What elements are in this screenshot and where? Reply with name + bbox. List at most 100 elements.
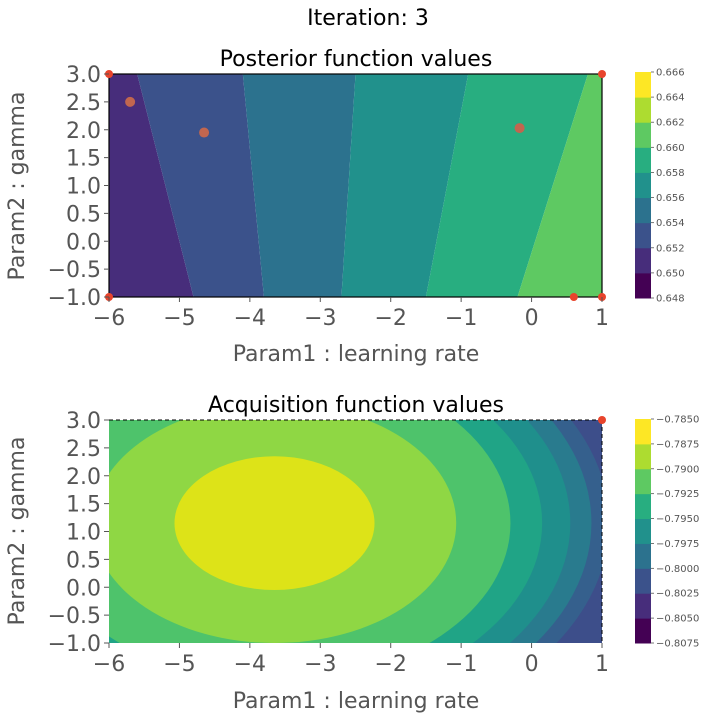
posterior-colorbar-swatch (635, 222, 651, 249)
posterior-panel: Posterior function values −6 −5 −4 −3 −2 −1 0 1… (5, 47, 685, 367)
acquisition-colorbar-tick-label: −0.7875 (656, 439, 699, 450)
acquisition-x-tick-label: −2 (374, 652, 406, 677)
acquisition-colorbar-swatch (635, 493, 651, 520)
acquisition-title: Acquisition function values (208, 393, 504, 418)
posterior-x-tick-label: −2 (374, 306, 406, 331)
posterior-colorbar-swatch (635, 72, 651, 98)
acquisition-colorbar-tick-label: −0.8075 (656, 639, 699, 650)
acquisition-x-tick-label: −5 (163, 652, 195, 677)
posterior-contour-band (137, 74, 264, 297)
posterior-x-tick-label: −3 (304, 306, 336, 331)
acquisition-colorbar-tick-label: −0.7925 (656, 489, 699, 500)
posterior-colorbar-tick-label: 0.662 (656, 118, 685, 129)
acquisition-colorbar-tick-label: −0.7900 (656, 464, 699, 475)
posterior-x-tick-label: −5 (163, 306, 195, 331)
acquisition-x-tick-label: −3 (304, 652, 336, 677)
posterior-colorbar-tick-label: 0.658 (656, 168, 685, 179)
posterior-y-tick-label: 0.5 (66, 202, 101, 227)
posterior-colorbar-swatch (635, 122, 651, 148)
posterior-colorbar-tick-label: 0.648 (656, 294, 685, 305)
posterior-y-tick-label: −0.5 (48, 258, 101, 283)
posterior-x-tick-label: 1 (595, 306, 609, 331)
acquisition-xlabel: Param1 : learning rate (233, 689, 480, 714)
posterior-contour-band (242, 74, 356, 297)
acquisition-colorbar-tick-label: −0.7850 (656, 415, 699, 426)
posterior-title: Posterior function values (220, 47, 493, 72)
acquisition-colorbar: −0.8075 −0.8050 −0.8025 −0.8000 −0.7975 −0.79… (635, 415, 699, 650)
acquisition-x-ticks: −6 −5 −4 −3 −2 −1 0 1 (93, 643, 609, 677)
posterior-x-tick-label: −1 (445, 306, 477, 331)
acquisition-y-tick-label: 1.5 (66, 493, 101, 518)
posterior-colorbar-tick-label: 0.664 (656, 93, 685, 104)
acquisition-contours (109, 420, 602, 643)
acquisition-colorbar-tick-label: −0.7975 (656, 539, 699, 550)
posterior-colorbar-tick-label: 0.666 (656, 68, 685, 79)
posterior-colorbar-tick-label: 0.654 (656, 218, 685, 229)
posterior-contour-band (425, 74, 588, 297)
acquisition-y-tick-label: 2.0 (66, 465, 101, 490)
posterior-colorbar-swatch (635, 197, 651, 224)
acquisition-colorbar-swatch (635, 618, 651, 644)
acquisition-x-tick-label: −4 (234, 652, 266, 677)
acquisition-y-ticks: −1.0 −0.5 0.0 0.51.0 1.5 2.0 2.5 3.0 (48, 409, 109, 657)
posterior-y-tick-label: 3.0 (66, 63, 101, 88)
acquisition-colorbar-swatch (635, 468, 651, 495)
acquisition-colorbar-swatch (635, 518, 651, 544)
acquisition-y-tick-label: 2.5 (66, 437, 101, 462)
posterior-x-ticks: −6 −5 −4 −3 −2 −1 0 1 (93, 297, 609, 331)
acquisition-colorbar-swatch (635, 443, 651, 470)
posterior-observed-point (514, 123, 525, 134)
posterior-x-tick-label: −6 (93, 306, 125, 331)
posterior-y-tick-label: −1.0 (48, 286, 101, 311)
posterior-contour-band (109, 74, 194, 297)
acquisition-colorbar-tick-label: −0.8050 (656, 614, 699, 625)
acquisition-y-tick-label: 0.0 (66, 576, 101, 601)
acquisition-y-tick-label: 3.0 (66, 409, 101, 434)
posterior-contour-band (517, 74, 602, 297)
suptitle: Iteration: 3 (307, 6, 429, 31)
posterior-colorbar: 0.648 0.650 0.652 0.654 0.656 0.658 0.660 0.662… (635, 68, 685, 305)
posterior-observed-point (125, 96, 136, 107)
posterior-observed-point (598, 70, 606, 78)
acquisition-y-tick-label: 0.5 (66, 548, 101, 573)
posterior-colorbar-swatch (635, 272, 651, 299)
posterior-observed-points (105, 70, 606, 301)
posterior-observed-point (199, 127, 210, 138)
acquisition-colorbar-swatch (635, 543, 651, 569)
acquisition-colorbar-tick-label: −0.8000 (656, 564, 699, 575)
acquisition-colorbar-tick-label: −0.8025 (656, 589, 699, 600)
posterior-colorbar-swatch (635, 97, 651, 123)
acquisition-colorbar-swatch (635, 419, 651, 445)
acquisition-x-tick-label: −6 (93, 652, 125, 677)
acquisition-y-tick-label: −1.0 (48, 632, 101, 657)
acquisition-observed-point (598, 416, 606, 424)
posterior-x-tick-label: 0 (525, 306, 539, 331)
posterior-xlabel: Param1 : learning rate (233, 342, 480, 367)
posterior-x-tick-label: −4 (234, 306, 266, 331)
posterior-y-tick-label: 0.0 (66, 230, 101, 255)
acquisition-colorbar-tick-label: −0.7950 (656, 514, 699, 525)
posterior-colorbar-swatch (635, 147, 651, 173)
acquisition-x-tick-label: 0 (525, 652, 539, 677)
posterior-observed-point (569, 293, 578, 301)
posterior-y-tick-label: 2.5 (66, 91, 101, 116)
acquisition-colorbar-swatch (635, 593, 651, 619)
posterior-contour-band (341, 74, 469, 297)
posterior-y-tick-label: 1.5 (66, 147, 101, 172)
acquisition-y-tick-label: −0.5 (48, 604, 101, 629)
acquisition-y-tick-label: 1.0 (66, 521, 101, 546)
posterior-y-tick-label: 2.0 (66, 119, 101, 144)
acquisition-ylabel: Param2 : gamma (5, 437, 30, 626)
acquisition-panel: Acquisition function values −6 −5 −4 −3 −2 −1… (5, 393, 699, 714)
acquisition-colorbar-swatch (635, 568, 651, 594)
acquisition-observed-points (598, 416, 606, 424)
acquisition-x-tick-label: −1 (445, 652, 477, 677)
posterior-colorbar-tick-label: 0.652 (656, 243, 685, 254)
posterior-ylabel: Param2 : gamma (5, 92, 30, 281)
posterior-colorbar-swatch (635, 172, 651, 199)
posterior-colorbar-tick-label: 0.660 (656, 143, 685, 154)
posterior-colorbar-swatch (635, 247, 651, 274)
posterior-colorbar-tick-label: 0.650 (656, 268, 685, 279)
posterior-contours (109, 74, 602, 297)
